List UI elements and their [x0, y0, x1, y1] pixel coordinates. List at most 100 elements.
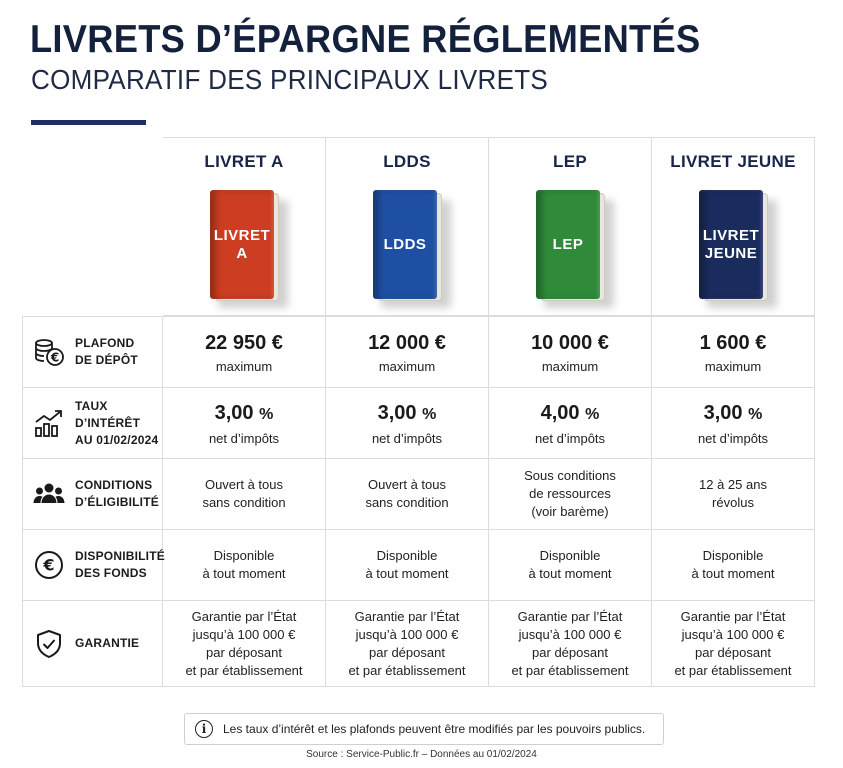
taux-unit: % — [259, 405, 274, 423]
plafond-lep: 10 000 € maximum — [489, 316, 652, 388]
text-line: révolus — [712, 495, 754, 510]
text-line: sans condition — [202, 495, 286, 510]
taux-livret-a: 3,00 % net d’impôts — [163, 388, 326, 459]
row-label-plafond: € PLAFOND DE DÉPÔT — [22, 316, 163, 388]
taux-unit: % — [748, 405, 763, 423]
text-line: par déposant — [206, 644, 282, 660]
garantie-ldds: Garantie par l’État jusqu’à 100 000 € par … — [326, 601, 489, 687]
column-livret-a: LIVRET A LIVRET A — [163, 137, 326, 316]
taux-amount: 3,00 — [377, 401, 417, 424]
shield-check-icon — [33, 628, 65, 660]
text-line: jusqu’à 100 000 € — [192, 626, 296, 642]
row-label-line1: TAUX D’INTÉRÊT — [75, 398, 141, 430]
coins-euro-icon: € — [33, 336, 65, 368]
plafond-note: maximum — [378, 358, 436, 374]
people-group-icon — [33, 478, 65, 510]
euro-circle-icon: € — [33, 549, 65, 581]
book-label-line1: LIVRET — [213, 226, 271, 244]
ldds-book-icon: LDDS — [373, 190, 451, 308]
text-line: par déposant — [369, 644, 445, 660]
conditions-livret-jeune: 12 à 25 ans révolus — [652, 459, 815, 530]
row-label-line2: DE DÉPÔT — [75, 353, 138, 367]
svg-text:€: € — [50, 351, 59, 365]
taux-lep: 4,00 % net d’impôts — [489, 388, 652, 459]
column-livret-jeune: LIVRET JEUNE LIVRET JEUNE — [652, 137, 815, 316]
row-label-line1: CONDITIONS — [75, 478, 153, 492]
table-corner — [22, 137, 163, 316]
book-label-line2: JEUNE — [704, 244, 758, 262]
column-title: LIVRET JEUNE — [670, 152, 796, 171]
book-label-line1: LDDS — [383, 235, 427, 253]
taux-unit: % — [585, 405, 600, 423]
taux-unit: % — [422, 405, 437, 423]
row-label-disponibilite: € DISPONIBILITÉ DES FONDS — [22, 530, 165, 601]
plafond-note: maximum — [704, 358, 762, 374]
info-icon: i — [195, 720, 213, 738]
livret-a-book-icon: LIVRET A — [210, 190, 288, 308]
page-subtitle: COMPARATIF DES PRINCIPAUX LIVRETS — [31, 64, 549, 95]
plafond-unit: € — [597, 331, 609, 354]
plafond-note: maximum — [215, 358, 273, 374]
text-line: Disponible — [702, 548, 764, 563]
text-line: Garantie par l’État — [354, 608, 460, 624]
text-line: 12 à 25 ans — [699, 477, 767, 492]
text-line: à tout moment — [691, 566, 775, 581]
text-line: (voir barème) — [531, 504, 609, 519]
text-line: Ouvert à tous — [204, 477, 284, 492]
svg-text:€: € — [42, 556, 54, 575]
text-line: Disponible — [213, 548, 275, 563]
taux-note: net d’impôts — [208, 430, 280, 446]
row-label-garantie: GARANTIE — [22, 601, 163, 687]
title-underline — [31, 120, 146, 125]
disponibilite-livret-a: Disponible à tout moment — [163, 530, 326, 601]
column-title: LEP — [553, 152, 587, 171]
taux-note: net d’impôts — [534, 430, 606, 446]
text-line: Disponible — [539, 548, 601, 563]
text-line: à tout moment — [365, 566, 449, 581]
text-line: à tout moment — [202, 566, 286, 581]
row-label-line1: DISPONIBILITÉ — [75, 549, 165, 563]
page-title: LIVRETS D’ÉPARGNE RÉGLEMENTÉS — [30, 18, 701, 61]
row-label-line2: AU 01/02/2024 — [75, 432, 159, 447]
garantie-lep: Garantie par l’État jusqu’à 100 000 € par … — [489, 601, 652, 687]
book-label-line1: LIVRET — [702, 226, 760, 244]
taux-note: net d’impôts — [371, 430, 443, 446]
plafond-unit: € — [755, 331, 767, 354]
disponibilite-ldds: Disponible à tout moment — [326, 530, 489, 601]
disclaimer-note: i Les taux d’intérêt et les plafonds peu… — [184, 713, 664, 745]
growth-chart-icon — [33, 407, 65, 439]
text-line: par déposant — [695, 644, 771, 660]
row-label-line1: PLAFOND — [75, 336, 135, 350]
taux-note: net d’impôts — [697, 430, 769, 446]
plafond-livret-a: 22 950 € maximum — [163, 316, 326, 388]
text-line: de ressources — [529, 486, 611, 501]
plafond-unit: € — [434, 331, 446, 354]
row-label-line2: D’ÉLIGIBILITÉ — [75, 495, 159, 509]
plafond-amount: 10 000 — [531, 331, 593, 354]
column-title: LIVRET A — [204, 152, 284, 171]
livret-jeune-book-icon: LIVRET JEUNE — [699, 190, 777, 308]
taux-amount: 3,00 — [703, 401, 743, 424]
text-line: jusqu’à 100 000 € — [681, 626, 785, 642]
lep-book-icon: LEP — [536, 190, 614, 308]
text-line: Disponible — [376, 548, 438, 563]
text-line: Garantie par l’État — [680, 608, 786, 624]
column-lep: LEP LEP — [489, 137, 652, 316]
text-line: Sous conditions — [524, 468, 616, 483]
column-title: LDDS — [383, 152, 431, 171]
row-label-line1: GARANTIE — [75, 636, 140, 650]
text-line: Garantie par l’État — [517, 608, 623, 624]
plafond-amount: 12 000 — [368, 331, 430, 354]
book-label-line2: A — [236, 244, 248, 262]
taux-amount: 4,00 — [540, 401, 580, 424]
text-line: et par établissement — [348, 662, 466, 678]
conditions-lep: Sous conditions de ressources (voir barème… — [489, 459, 652, 530]
conditions-ldds: Ouvert à tous sans condition — [326, 459, 489, 530]
text-line: Ouvert à tous — [367, 477, 447, 492]
taux-amount: 3,00 — [214, 401, 254, 424]
plafond-ldds: 12 000 € maximum — [326, 316, 489, 388]
text-line: jusqu’à 100 000 € — [355, 626, 459, 642]
row-label-line2: DES FONDS — [75, 566, 147, 580]
text-line: sans condition — [365, 495, 449, 510]
book-label-line1: LEP — [552, 235, 584, 253]
